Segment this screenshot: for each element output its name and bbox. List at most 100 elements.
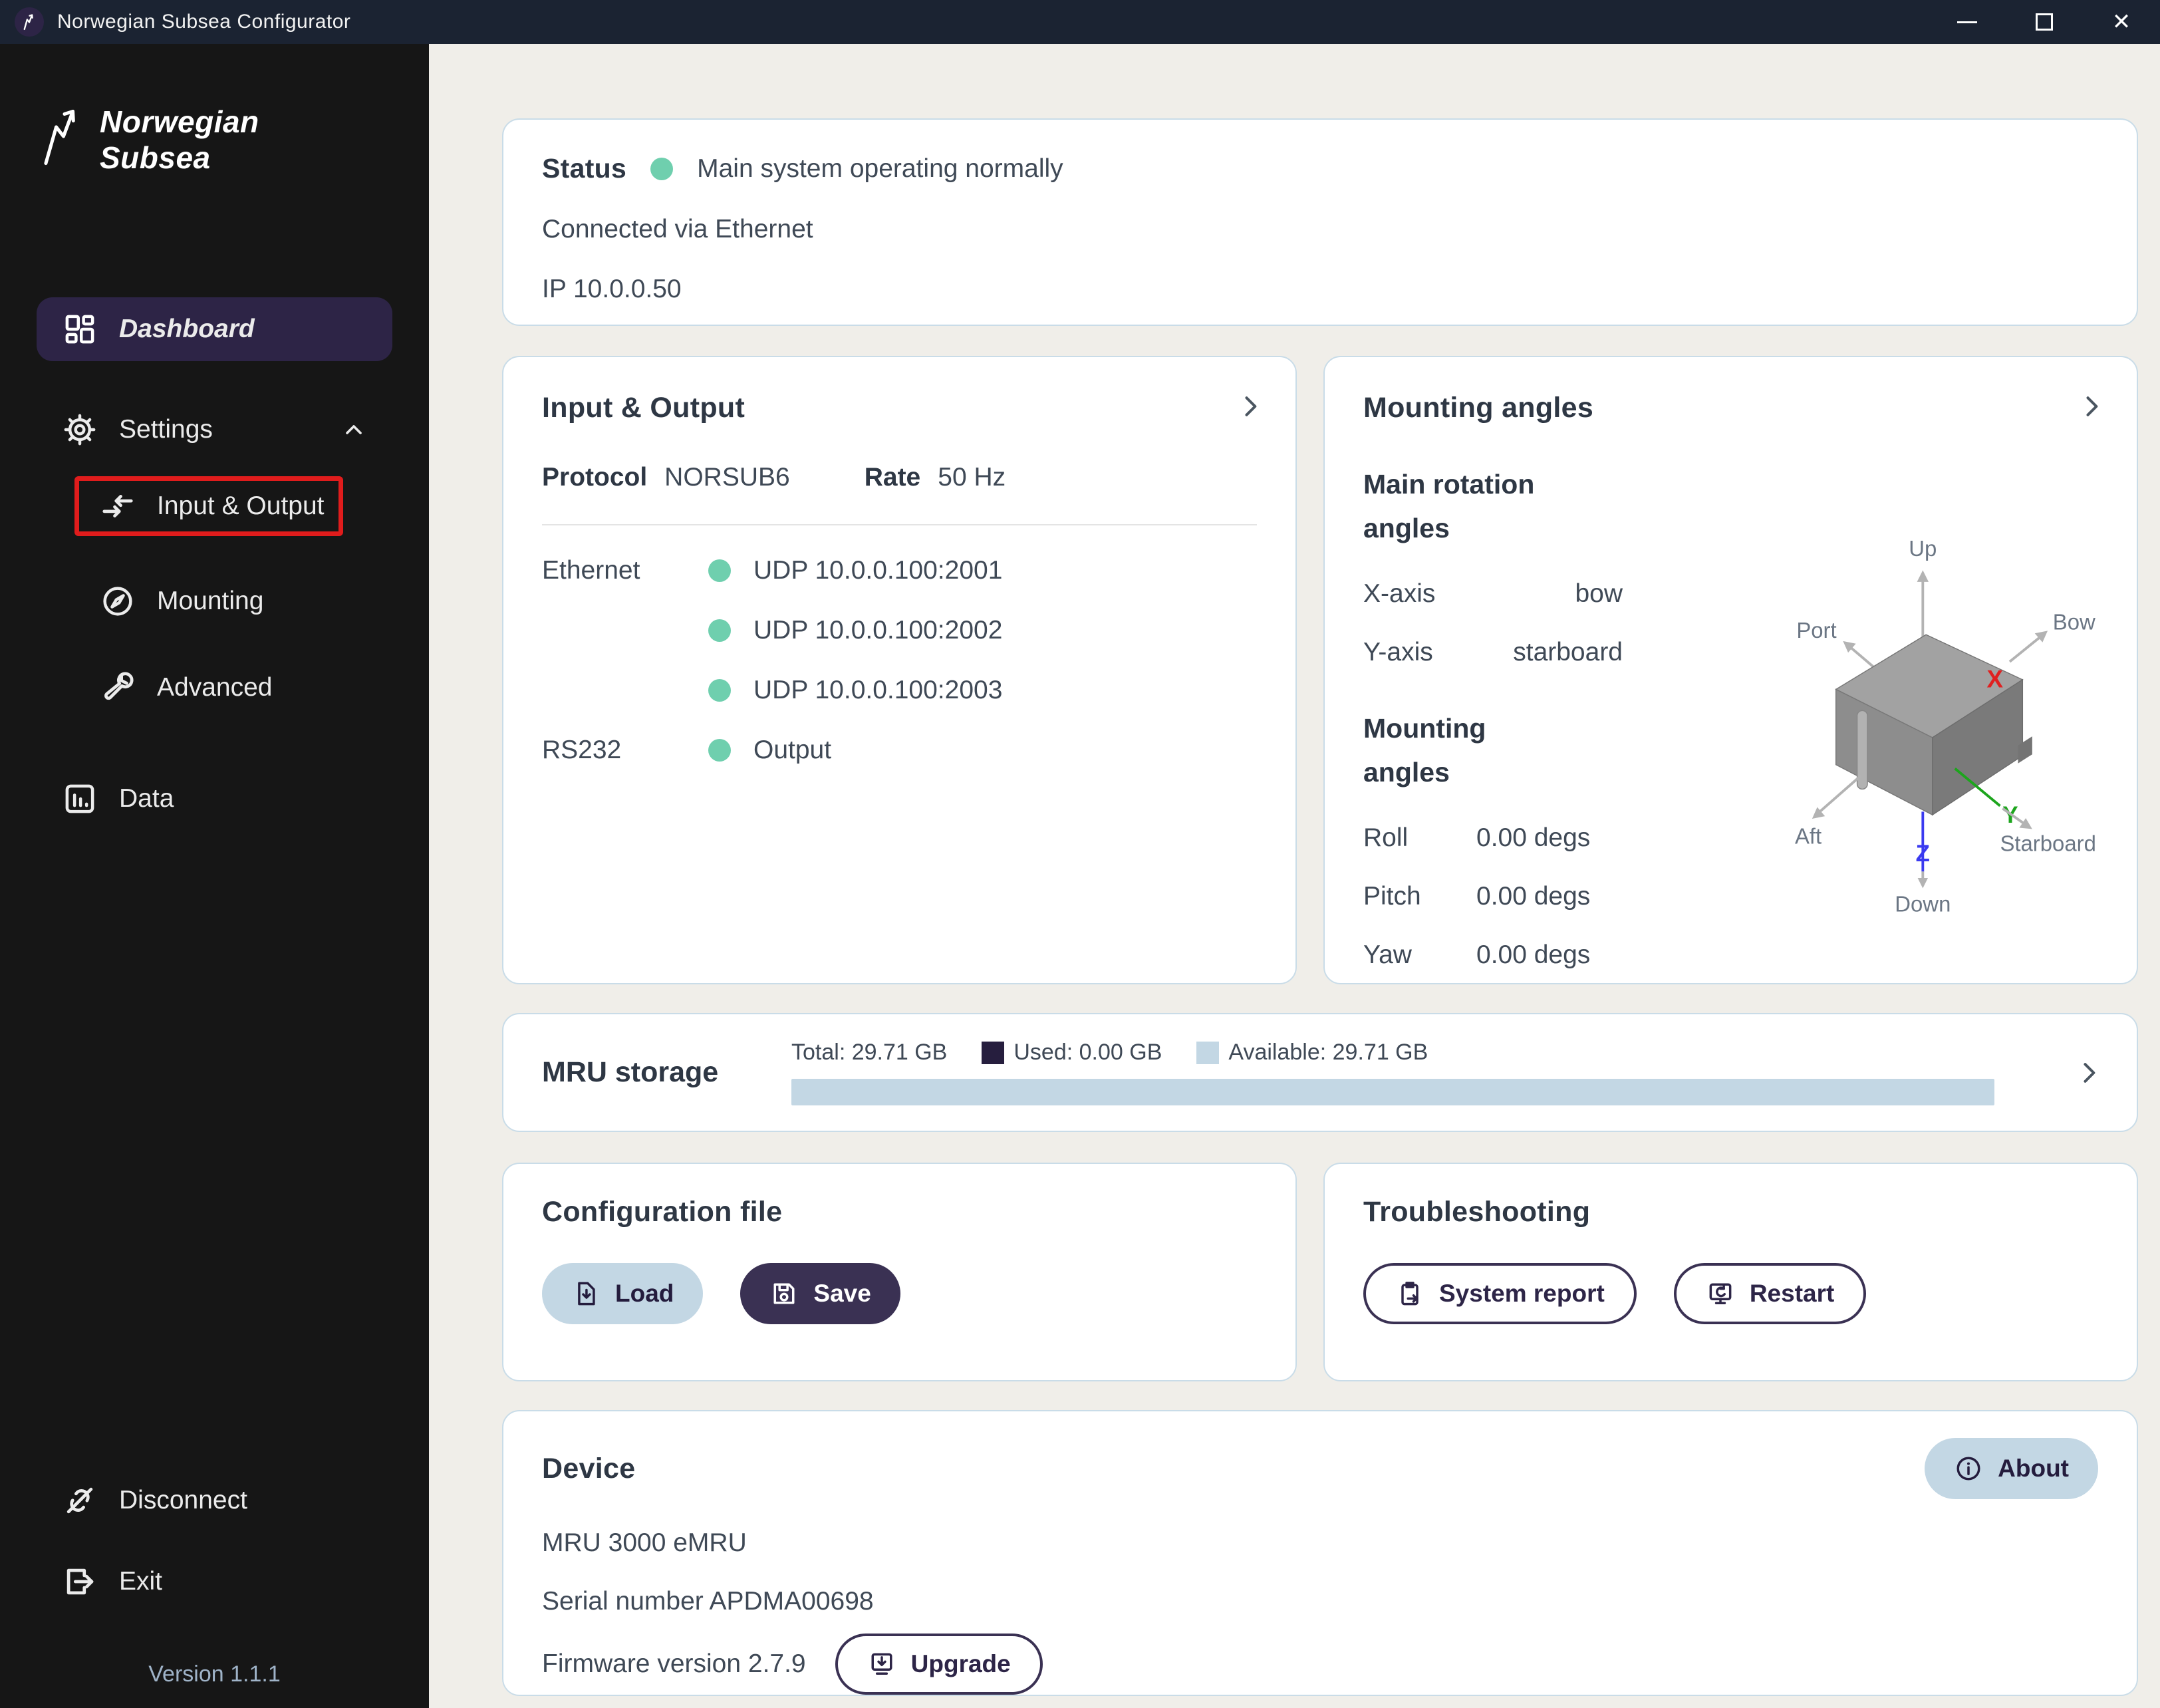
save-button[interactable]: Save [740,1263,900,1324]
ethernet-row: Ethernet UDP 10.0.0.100:2001 [542,556,1257,585]
device-serial: Serial number APDMA00698 [542,1587,874,1616]
port-status-dot [708,739,731,762]
chevron-right-icon[interactable] [2077,392,2106,421]
chevron-up-icon [346,425,362,434]
port-status-dot [708,559,731,582]
sidebar-item-advanced[interactable]: Advanced [100,659,392,716]
pitch-row: Pitch 0.00 degs [1363,882,2098,911]
sidebar-item-data[interactable]: Data [37,772,392,825]
upgrade-icon [871,1653,892,1675]
device-card: Device About MRU 3000 eMRU Serial number… [502,1410,2138,1696]
figure-x-axis-label: X [1986,666,2003,693]
orientation-3d-figure: Up Port Bow X Aft Y [1795,536,2096,916]
figure-z-axis-label: Z [1916,841,1930,867]
storage-available: Available: 29.71 GB [1228,1040,1428,1065]
input-output-card: Input & Output Protocol NORSUB6 Rate 50 … [502,356,1297,984]
yaw-value: 0.00 degs [1476,940,1591,970]
rs232-label: RS232 [542,736,622,764]
troubleshooting-card: Troubleshooting System report Restart [1323,1163,2138,1381]
roll-value: 0.00 degs [1476,823,1591,853]
sidebar-item-mounting[interactable]: Mounting [100,573,392,630]
sidebar-item-label: Disconnect [119,1486,247,1514]
app-logo-icon [15,7,44,37]
io-card-title: Input & Output [542,392,745,424]
sidebar-item-label: Data [119,784,174,813]
brand-logo-text: Norwegian Subsea [100,104,259,176]
main-rotation-heading: Main rotation angles [1363,469,1535,543]
troubleshooting-card-title: Troubleshooting [1363,1196,1591,1228]
status-card: Status Main system operating normally Co… [502,118,2138,326]
main-content: Status Main system operating normally Co… [429,44,2160,1708]
chevron-right-icon[interactable] [2074,1058,2103,1087]
dashboard-icon [65,315,94,344]
compass-icon [103,587,132,616]
available-swatch [1196,1041,1220,1064]
wrench-icon [104,672,134,700]
gear-icon [64,414,96,446]
sidebar-item-dashboard[interactable]: Dashboard [37,297,392,361]
mru-storage-card: MRU storage Total: 29.71 GB Used: 0.00 G… [502,1013,2138,1132]
about-button[interactable]: About [1925,1438,2098,1499]
port-status-dot [708,619,731,642]
upgrade-button[interactable]: Upgrade [835,1634,1043,1695]
config-card-title: Configuration file [542,1196,783,1228]
input-output-icon [102,495,133,517]
status-connection: Connected via Ethernet [542,215,813,243]
sidebar-item-exit[interactable]: Exit [37,1555,392,1608]
storage-used: Used: 0.00 GB [1013,1040,1162,1065]
x-axis-label: X-axis [1363,579,1436,609]
ethernet-port: UDP 10.0.0.100:2003 [753,676,1003,704]
load-button[interactable]: Load [542,1263,704,1324]
storage-total: Total: 29.71 GB [791,1040,948,1065]
yaw-row: Yaw 0.00 degs [1363,940,2098,970]
info-icon [1957,1457,1980,1481]
sidebar-item-label: Advanced [157,673,273,702]
sidebar-item-input-output[interactable]: Input & Output [100,478,392,535]
sidebar-item-settings[interactable]: Settings [37,403,392,456]
used-swatch [982,1041,1005,1064]
y-axis-row: Y-axis starboard [1363,638,1623,667]
window-title: Norwegian Subsea Configurator [57,11,351,33]
chevron-right-icon[interactable] [1236,392,1265,421]
pitch-label: Pitch [1363,882,1421,911]
maximize-icon[interactable] [2006,0,2083,44]
minimize-icon[interactable] [1929,0,2006,44]
protocol-value: NORSUB6 [664,463,790,492]
load-file-icon [578,1282,595,1306]
figure-down-label: Down [1895,891,1951,916]
yaw-label: Yaw [1363,940,1412,970]
mounting-card-title: Mounting angles [1363,392,1594,424]
port-status-dot [708,679,731,702]
status-dot [650,157,674,180]
sidebar-item-label: Settings [119,415,213,444]
save-floppy-icon [773,1283,795,1304]
roll-label: Roll [1363,823,1409,853]
app-version: Version 1.1.1 [148,1661,281,1687]
y-axis-value: starboard [1513,638,1623,667]
rs232-value: Output [753,736,832,764]
sidebar-item-label: Input & Output [157,492,325,520]
ethernet-row: UDP 10.0.0.100:2002 [542,616,1257,645]
divider [542,524,1257,525]
ethernet-label: Ethernet [542,556,640,585]
close-icon[interactable]: ✕ [2111,9,2131,35]
pitch-value: 0.00 degs [1476,882,1591,911]
mounting-heading: Mounting angles [1363,713,1486,787]
x-axis-value: bow [1575,579,1623,609]
disconnect-icon [67,1487,93,1514]
ethernet-row: UDP 10.0.0.100:2003 [542,676,1257,705]
system-report-button[interactable]: System report [1363,1263,1637,1324]
device-model: MRU 3000 eMRU [542,1528,747,1557]
figure-aft-label: Aft [1795,824,1822,849]
mounting-angles-card: Mounting angles Main rotation angles X-a… [1323,356,2138,984]
restart-button[interactable]: Restart [1673,1263,1867,1324]
figure-bow-label: Bow [2053,609,2095,634]
status-ip: IP 10.0.0.50 [542,275,682,303]
configuration-file-card: Configuration file Load Save [502,1163,1297,1381]
brand-logo: Norwegian Subsea [39,100,259,176]
figure-starboard-label: Starboard [2000,831,2095,855]
figure-up-label: Up [1909,536,1937,561]
sidebar-item-label: Mounting [157,587,264,615]
sidebar-item-disconnect[interactable]: Disconnect [37,1474,392,1527]
status-message: Main system operating normally [697,154,1063,183]
